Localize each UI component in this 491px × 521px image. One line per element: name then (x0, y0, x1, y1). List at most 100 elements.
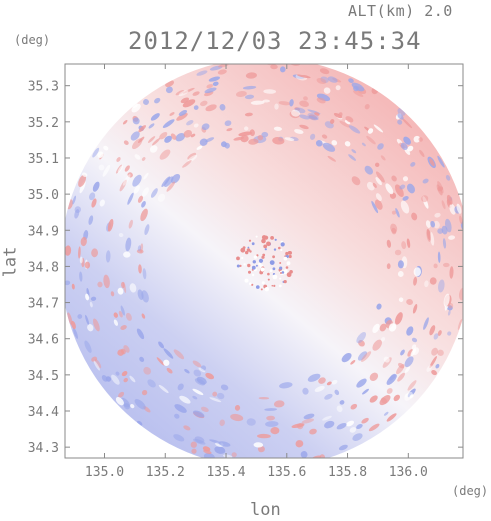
speckle (238, 131, 253, 137)
speckle (411, 344, 417, 350)
speckle (394, 249, 402, 256)
speckle (175, 132, 186, 142)
speckle (322, 142, 336, 152)
speckle (394, 312, 403, 325)
y-tick-label: 34.6 (28, 333, 59, 348)
speckle (138, 264, 142, 274)
speckle (154, 97, 161, 104)
speckle (289, 99, 294, 107)
speckle (380, 155, 386, 161)
speckle (351, 149, 357, 154)
speckle (331, 379, 338, 385)
speckle (192, 388, 204, 396)
center-speckle (241, 256, 244, 260)
x-axis-label: lon (250, 500, 281, 520)
speckle (411, 212, 418, 221)
speckle (164, 135, 172, 143)
center-speckle (278, 246, 281, 250)
speckle (323, 87, 331, 94)
speckle (389, 373, 396, 381)
speckle (111, 374, 120, 385)
center-speckle (271, 284, 274, 287)
speckle (299, 100, 310, 108)
speckle (279, 382, 293, 389)
speckle (157, 193, 166, 202)
speckle (249, 129, 255, 137)
speckle (134, 398, 146, 410)
speckle (358, 340, 365, 347)
speckle (118, 232, 124, 238)
speckle (208, 76, 221, 82)
speckle (122, 174, 131, 186)
speckle (429, 356, 437, 368)
speckle (169, 112, 175, 116)
speckle (245, 72, 257, 79)
speckle (391, 210, 397, 215)
speckle (151, 138, 161, 146)
speckle (397, 113, 404, 120)
speckle (400, 200, 410, 214)
speckle (397, 260, 404, 269)
speckle (429, 325, 436, 336)
speckle (166, 367, 173, 374)
speckle (361, 417, 369, 424)
y-tick-label: 35.1 (28, 152, 59, 167)
speckle (101, 375, 108, 382)
y-tick-label: 34.9 (28, 224, 59, 239)
speckle (136, 328, 145, 340)
speckle (386, 263, 391, 270)
speckle (456, 203, 462, 214)
speckle (78, 246, 81, 259)
speckle (147, 136, 156, 143)
center-speckle (251, 242, 255, 246)
speckle (443, 293, 450, 307)
center-speckle (279, 266, 283, 270)
speckle (230, 413, 244, 422)
speckle (299, 124, 309, 130)
center-speckle (251, 283, 254, 286)
center-speckle (264, 248, 267, 251)
center-speckle (245, 250, 249, 255)
speckle (231, 452, 237, 458)
speckle (372, 339, 382, 351)
center-speckle (264, 287, 269, 292)
chart-title-datetime: 2012/12/03 23:45:34 (128, 27, 422, 55)
y-tick-label: 34.4 (28, 405, 59, 420)
speckle (218, 441, 231, 447)
speckle (303, 413, 315, 420)
speckle (375, 177, 382, 186)
speckle (110, 291, 115, 297)
speckle (362, 388, 369, 395)
speckle (217, 392, 225, 400)
speckle (385, 183, 394, 195)
speckle (142, 268, 147, 280)
speckle (162, 119, 175, 128)
speckle (364, 165, 374, 175)
center-speckle (286, 272, 292, 278)
center-speckle (260, 288, 263, 291)
speckle (193, 105, 199, 110)
speckle (449, 203, 456, 215)
speckle (373, 124, 384, 133)
speckle (193, 123, 199, 128)
speckle (374, 199, 383, 210)
speckle (182, 87, 195, 94)
speckle (443, 262, 450, 268)
speckle (356, 423, 363, 430)
speckle (446, 194, 453, 205)
speckle (458, 287, 463, 301)
speckle (308, 115, 319, 120)
speckle (217, 69, 227, 75)
speckle (257, 134, 264, 141)
speckle (371, 200, 379, 214)
speckle (345, 116, 354, 123)
speckle (91, 356, 98, 362)
center-speckle (246, 248, 251, 252)
speckle (413, 135, 421, 143)
speckle (176, 113, 188, 121)
x-axis-ticks: 135.0 135.2 135.4 135.6 135.8 136.0 (85, 64, 428, 480)
speckle (186, 120, 194, 126)
speckle (353, 90, 364, 97)
speckle (397, 119, 403, 125)
speckle (381, 397, 387, 404)
